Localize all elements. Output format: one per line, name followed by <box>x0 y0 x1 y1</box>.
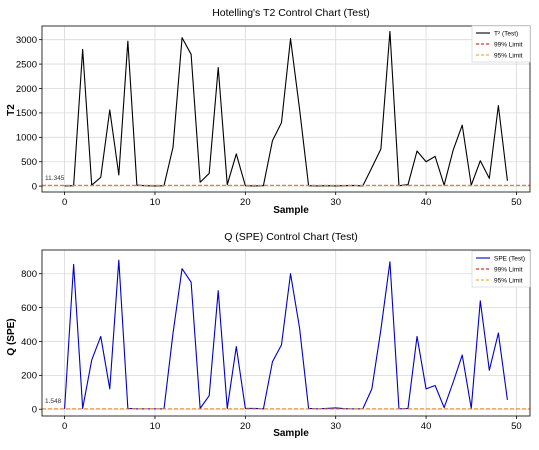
t2-chart-title: Hotelling's T2 Control Chart (Test) <box>212 7 370 19</box>
t2-legend-label-99: 99% Limit <box>494 42 523 49</box>
spe-ytick-label: 800 <box>21 269 37 280</box>
spe-legend: SPE (Test) 99% Limit 95% Limit <box>471 250 531 288</box>
spe-legend-label-95: 95% Limit <box>494 278 523 285</box>
spe-xtick-label: 20 <box>240 421 251 432</box>
t2-xtick-label: 0 <box>62 197 67 208</box>
t2-series-line <box>64 30 508 187</box>
spe-xaxis-label: Sample <box>273 428 309 439</box>
t2-ytick-label: 2500 <box>16 59 37 70</box>
spe-xtick-label: 50 <box>511 421 522 432</box>
spe-ytick-label: 600 <box>21 303 37 314</box>
t2-ytick-label: 1500 <box>16 108 37 119</box>
t2-ytick-label: 3000 <box>16 35 37 46</box>
spe-series-line <box>64 259 508 410</box>
spe-chart-panel: 0 10 20 30 40 50 0 200 400 600 800 Q (SPE) Control… <box>6 231 531 439</box>
spe-xtick-label: 30 <box>330 421 341 432</box>
t2-xtick-label: 30 <box>330 197 341 208</box>
spe-xtick-label: 0 <box>62 421 67 432</box>
t2-xtick-label: 50 <box>511 197 522 208</box>
spe-yaxis-label: Q (SPE) <box>6 318 17 355</box>
spe-xtick-label: 40 <box>421 421 432 432</box>
t2-axes-frame <box>41 25 531 193</box>
t2-xtick-label: 20 <box>240 197 251 208</box>
spe-plot-layer: 0 10 20 30 40 50 0 200 400 600 800 <box>21 249 531 432</box>
spe-axes-frame <box>41 249 531 417</box>
t2-ytick-label: 500 <box>21 157 37 168</box>
spe-xtick-label: 10 <box>150 421 161 432</box>
t2-ytick-label: 1000 <box>16 133 37 144</box>
t2-legend-box <box>471 25 531 63</box>
t2-yaxis-label: T2 <box>6 104 17 116</box>
t2-ytick-label: 2000 <box>16 84 37 95</box>
spe-ytick-label: 200 <box>21 371 37 382</box>
t2-xaxis-label: Sample <box>273 205 309 216</box>
spe-ytick-label: 400 <box>21 337 37 348</box>
t2-legend-label-95: 95% Limit <box>494 53 523 60</box>
t2-legend: T² (Test) 99% Limit 95% Limit <box>471 25 531 63</box>
spe-legend-label-series: SPE (Test) <box>494 256 525 263</box>
t2-xtick-label: 40 <box>421 197 432 208</box>
spe-chart-title: Q (SPE) Control Chart (Test) <box>224 231 358 243</box>
t2-limit-annotation: 11.345 <box>45 175 65 182</box>
spe-legend-label-99: 99% Limit <box>494 267 523 274</box>
t2-xtick-label: 10 <box>150 197 161 208</box>
t2-legend-label-series: T² (Test) <box>494 31 518 38</box>
spe-ytick-label: 0 <box>32 405 37 416</box>
spe-limit-annotation: 1.548 <box>45 398 62 405</box>
t2-ytick-label: 0 <box>32 181 37 192</box>
